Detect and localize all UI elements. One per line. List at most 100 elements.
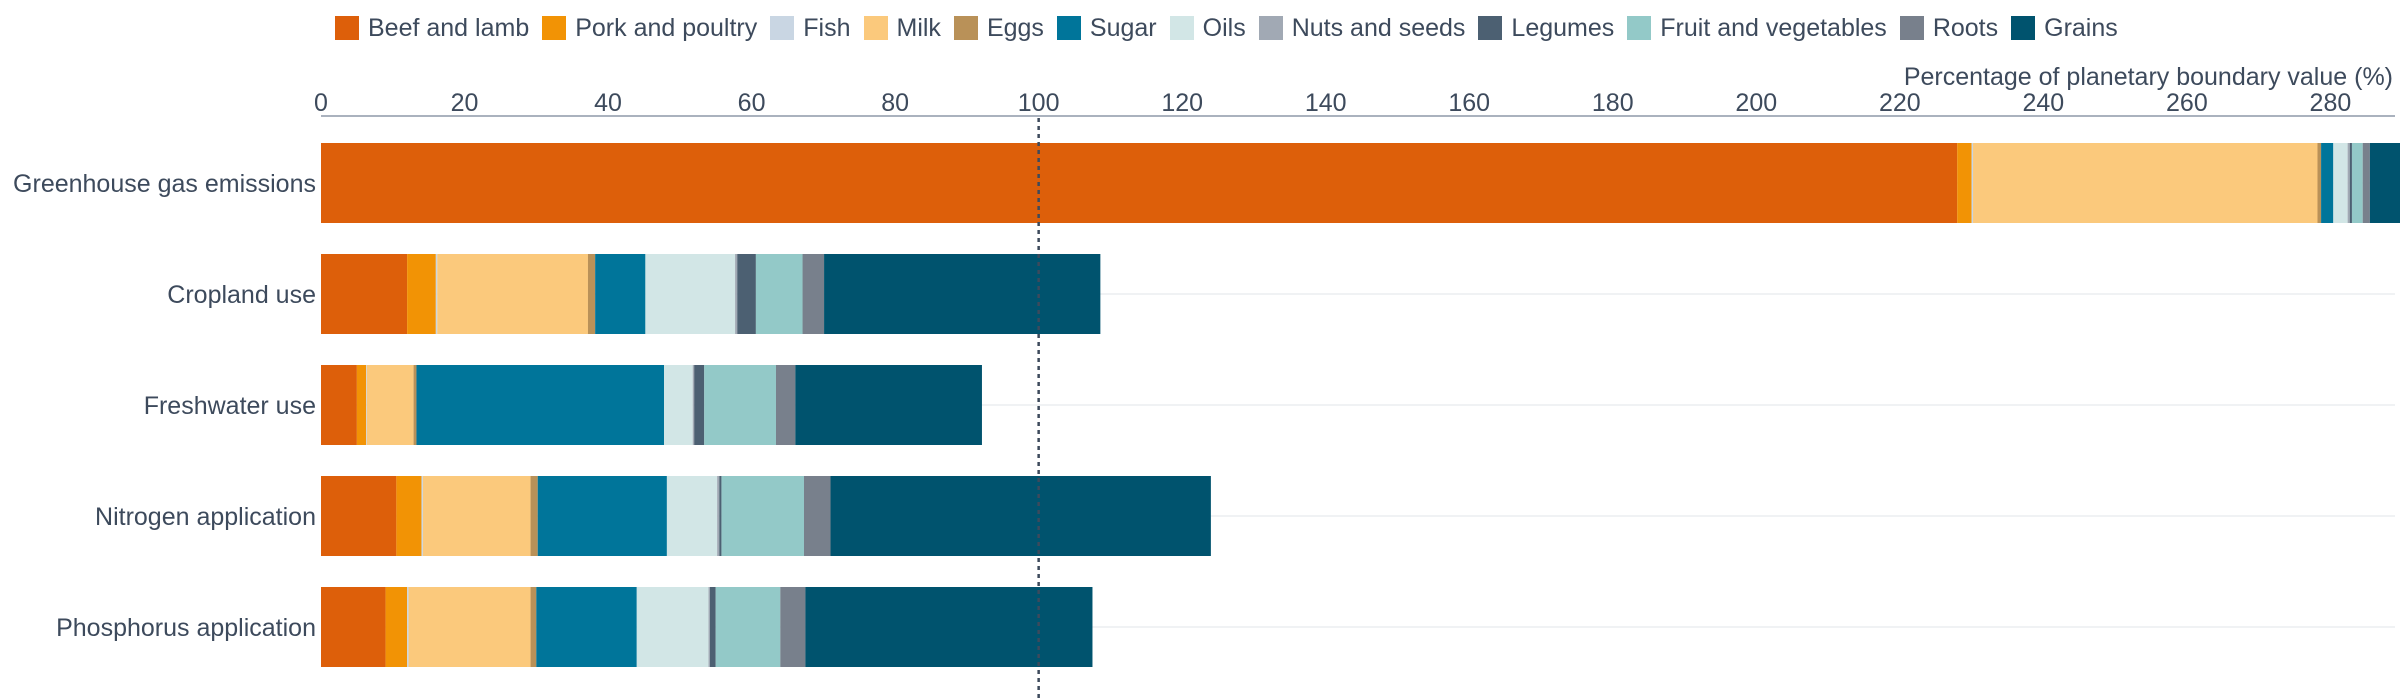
legend-item: Grains	[2011, 14, 2118, 43]
x-tick-label: 220	[1879, 89, 1921, 117]
legend-swatch	[542, 16, 567, 40]
bar-segment	[717, 476, 720, 556]
legend-swatch	[1627, 16, 1652, 40]
bar-segment	[321, 587, 386, 667]
bar-segment	[385, 587, 408, 667]
category-label: Cropland use	[167, 281, 316, 309]
x-tick-label: 100	[1018, 89, 1060, 117]
bar-segment	[737, 254, 756, 334]
bar-segment	[636, 587, 709, 667]
bar-segment	[1973, 143, 2318, 223]
bar-segment	[422, 476, 531, 556]
bar-segment	[366, 365, 367, 445]
bar-segment	[407, 254, 436, 334]
legend-item: Pork and poultry	[542, 14, 757, 43]
bar-segment	[692, 365, 695, 445]
legend-item: Nuts and seeds	[1258, 13, 1466, 43]
bar-segment	[721, 476, 804, 556]
bar-segment	[2351, 143, 2363, 223]
bar-segment	[321, 254, 408, 334]
bar-segment	[775, 365, 796, 445]
x-tick-label: 160	[1448, 89, 1490, 117]
bar-segment	[708, 587, 710, 667]
bar-segment	[595, 254, 646, 334]
legend-label: Eggs	[986, 13, 1044, 42]
x-axis-title: Percentage of planetary boundary value (…	[1904, 63, 2393, 91]
bar-segment	[435, 254, 438, 334]
x-tick-label: 200	[1735, 89, 1777, 117]
x-tick-label: 120	[1161, 89, 1203, 117]
bar-segment	[408, 587, 531, 667]
legend-swatch	[770, 16, 795, 40]
bar-segment	[694, 365, 705, 445]
x-tick-label: 240	[2022, 89, 2064, 117]
bar-segment	[407, 587, 409, 667]
legend-label: Fruit and vegetables	[1660, 13, 1887, 42]
x-tick-label: 80	[881, 89, 909, 117]
bar-segment	[780, 587, 806, 667]
legend-label: Sugar	[1089, 13, 1157, 42]
bar-segment	[795, 365, 982, 445]
legend-label: Nuts and seeds	[1291, 13, 1466, 42]
x-tick-label: 0	[314, 89, 328, 117]
legend-swatch	[1258, 16, 1283, 40]
bar-segment	[2333, 143, 2348, 223]
bar-segment	[704, 365, 776, 445]
legend-swatch	[1169, 16, 1194, 40]
bar-segment	[755, 254, 803, 334]
x-tick-label: 60	[738, 89, 766, 117]
legend-label: Roots	[1932, 13, 1999, 42]
legend-swatch	[1478, 16, 1503, 40]
bar-segment	[536, 587, 637, 667]
legend-label: Legumes	[1511, 13, 1615, 42]
bar-segment	[1971, 143, 1974, 223]
legend-label: Grains	[2044, 13, 2118, 42]
legend-swatch	[1056, 16, 1081, 40]
legend-item: Roots	[1899, 13, 1999, 43]
bar-segment	[735, 254, 738, 334]
legend-swatch	[863, 16, 888, 40]
category-labels: Greenhouse gas emissions Cropland use Fres…	[13, 170, 316, 642]
legend-item: Eggs	[953, 13, 1044, 43]
bar-segment	[437, 254, 588, 334]
bar-segment	[664, 365, 693, 445]
legend-label: Milk	[896, 13, 941, 42]
x-tick-label: 180	[1592, 89, 1634, 117]
x-tick-label: 20	[451, 89, 479, 117]
bar-segment	[356, 365, 367, 445]
bar-segment	[587, 254, 596, 334]
x-tick-label: 140	[1305, 89, 1347, 117]
legend-item: Milk	[863, 13, 941, 43]
bar-segment	[802, 254, 825, 334]
legend-item: Beef and lamb	[335, 14, 529, 43]
bar-segment	[824, 254, 1101, 334]
x-axis: 0 20 40 60 80 100 120 140 160 180 200 220 240 260 280 …	[314, 63, 2395, 117]
bar-segment	[2321, 143, 2334, 223]
bar-segment	[830, 476, 1211, 556]
bar-segment	[530, 476, 538, 556]
bar-segment	[805, 587, 1093, 667]
x-tick-label: 280	[2310, 89, 2352, 117]
category-label: Greenhouse gas emissions	[13, 170, 316, 198]
x-tick-label: 40	[594, 89, 622, 117]
bar-segment	[709, 587, 716, 667]
legend-item: Oils	[1169, 13, 1246, 43]
bar-segment	[537, 476, 667, 556]
bar-segment	[2317, 143, 2322, 223]
legend-label: Oils	[1202, 13, 1246, 42]
bar-segment	[2347, 143, 2350, 223]
x-tick-label: 260	[2166, 89, 2208, 117]
bar-segment	[1957, 143, 1972, 223]
bar-segment	[645, 254, 736, 334]
legend-item: Fish	[770, 14, 851, 43]
category-label: Nitrogen application	[95, 503, 316, 531]
legend-swatch	[953, 16, 978, 40]
bar-segment	[719, 476, 722, 556]
chart-legend: Beef and lamb Pork and poultry Fish Milk Egg…	[335, 12, 2235, 44]
bar-segment	[530, 587, 537, 667]
legend-label: Beef and lamb	[368, 13, 530, 42]
bar-segment	[2362, 143, 2370, 223]
legend-label: Pork and poultry	[575, 13, 758, 42]
bar-segment	[416, 365, 665, 445]
